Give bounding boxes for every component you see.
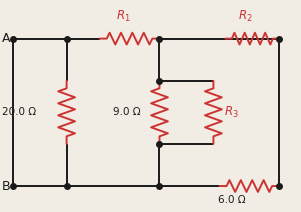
Text: B: B <box>2 180 11 192</box>
Text: 9.0 Ω: 9.0 Ω <box>113 107 141 117</box>
Text: $R_2$: $R_2$ <box>237 9 252 24</box>
Text: $R_3$: $R_3$ <box>224 105 239 120</box>
Text: A: A <box>2 32 11 45</box>
Text: 6.0 Ω: 6.0 Ω <box>218 195 245 205</box>
Text: 20.0 Ω: 20.0 Ω <box>2 107 36 117</box>
Text: $R_1$: $R_1$ <box>116 9 131 24</box>
